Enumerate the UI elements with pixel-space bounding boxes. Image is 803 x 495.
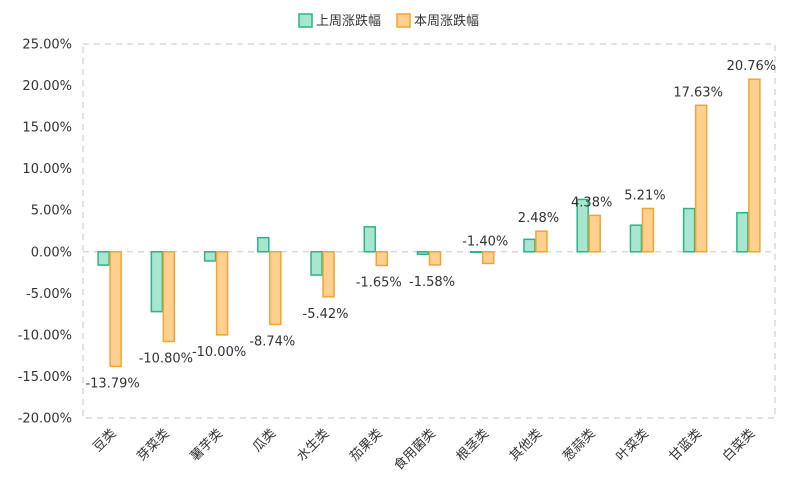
- bar-last-week: [257, 236, 270, 253]
- bar-this-week: [162, 251, 176, 343]
- category-label: 芽菜类: [134, 426, 172, 464]
- x-axis: 豆类 芽菜类 薯芋类 瓜类 水生类 茄果类 食用菌类 根茎类 其他类 葱蒜类 叶菜类 甘蓝类 白菜类: [90, 426, 758, 474]
- data-label: 5.21%: [624, 188, 665, 203]
- bar-this-week: [428, 251, 442, 266]
- data-label: -1.40%: [462, 234, 508, 249]
- data-label: -1.58%: [409, 275, 455, 290]
- data-label: -10.80%: [139, 352, 193, 367]
- legend-label-last-week: 上周涨跌幅: [316, 13, 381, 29]
- category-label: 水生类: [294, 426, 332, 464]
- legend-swatch-this-week: [396, 13, 411, 28]
- bar-last-week: [629, 224, 643, 253]
- bar-this-week: [641, 207, 655, 253]
- data-label: 17.63%: [673, 85, 723, 100]
- y-tick-label: 10.00%: [22, 162, 72, 177]
- y-tick-label: 20.00%: [22, 79, 72, 94]
- y-tick-label: -15.00%: [18, 370, 72, 385]
- bar-last-week: [150, 251, 164, 313]
- bar-last-week: [203, 251, 217, 262]
- legend-label-this-week: 本周涨跌幅: [414, 13, 479, 29]
- bar-last-week: [682, 207, 696, 253]
- bar-this-week: [535, 230, 548, 253]
- bar-this-week: [748, 78, 761, 253]
- y-tick-label: -20.00%: [18, 412, 72, 427]
- data-label: 2.48%: [518, 211, 559, 226]
- data-label: -5.42%: [303, 307, 349, 322]
- data-label: -8.74%: [249, 334, 295, 349]
- bar-this-week: [375, 251, 389, 267]
- bar-last-week: [97, 251, 110, 266]
- category-label: 茄果类: [347, 426, 385, 464]
- bar-this-week: [588, 214, 601, 253]
- data-labels: -13.79%-10.80%-10.00%-8.74%-5.42%-1.65% -…: [85, 59, 776, 391]
- bar-this-week: [694, 104, 708, 253]
- bar-this-week: [269, 251, 282, 326]
- category-label: 根茎类: [454, 426, 492, 464]
- category-label: 白菜类: [719, 426, 758, 465]
- bar-last-week: [576, 198, 589, 253]
- bar-last-week: [523, 238, 536, 253]
- category-label: 其他类: [507, 426, 545, 464]
- y-tick-label: 15.00%: [22, 121, 72, 136]
- data-label: -1.65%: [356, 275, 402, 290]
- bar-last-week: [310, 251, 323, 276]
- y-tick-label: 25.00%: [22, 38, 72, 53]
- bar-this-week: [109, 251, 122, 368]
- data-label: 20.76%: [727, 59, 777, 74]
- legend: 上周涨跌幅 本周涨跌幅: [298, 13, 479, 29]
- category-label: 豆类: [90, 426, 119, 455]
- bar-this-week: [215, 251, 229, 336]
- data-label: -13.79%: [85, 376, 139, 391]
- y-tick-label: 0.00%: [31, 245, 72, 260]
- bar-last-week: [469, 251, 483, 254]
- category-label: 瓜类: [250, 426, 279, 455]
- bar-this-week: [481, 251, 495, 265]
- bar-this-week: [322, 251, 335, 298]
- category-label: 葱蒜类: [560, 426, 598, 464]
- category-label: 食用菌类: [391, 426, 439, 474]
- bar-last-week: [736, 211, 749, 253]
- plot-border: [82, 43, 776, 419]
- bar-last-week: [416, 251, 430, 256]
- legend-swatch-last-week: [298, 13, 313, 28]
- y-tick-label: -10.00%: [18, 328, 72, 343]
- bars: [97, 78, 761, 368]
- category-label: 叶菜类: [614, 426, 652, 464]
- category-label: 甘蓝类: [667, 426, 705, 464]
- data-label: -10.00%: [192, 345, 246, 360]
- data-label: 4.38%: [571, 195, 612, 210]
- bar-last-week: [363, 226, 377, 253]
- category-label: 薯芋类: [188, 426, 226, 464]
- y-tick-label: 5.00%: [31, 204, 72, 219]
- y-axis: 25.00% 20.00% 15.00% 10.00% 5.00% 0.00% -5.00%…: [18, 38, 72, 427]
- y-tick-label: -5.00%: [26, 287, 72, 302]
